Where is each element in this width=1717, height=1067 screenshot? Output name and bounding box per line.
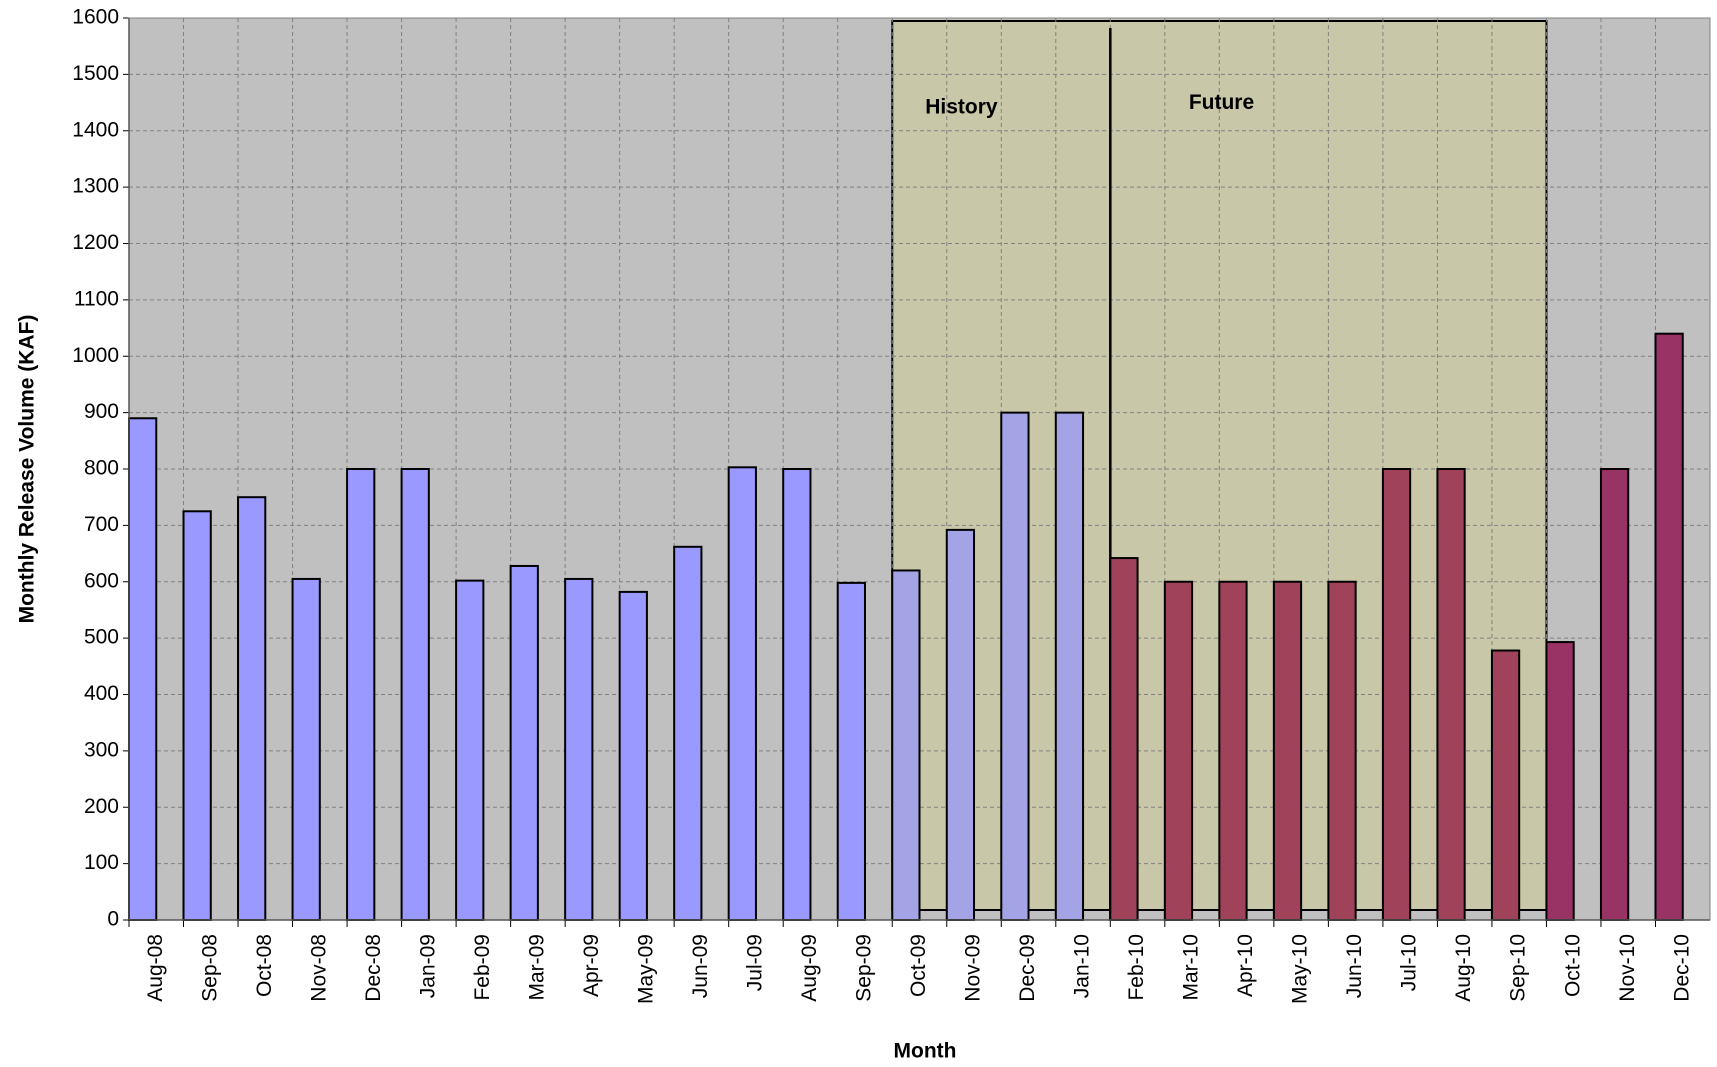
x-tick-label: Feb-09	[471, 934, 494, 1001]
x-tick-label: Aug-10	[1452, 934, 1475, 1002]
x-tick-label: Jan-09	[416, 934, 439, 998]
bar	[618, 590, 648, 922]
x-tick-label: Jun-10	[1343, 934, 1366, 998]
x-tick-label: Aug-09	[798, 934, 821, 1002]
bar	[673, 545, 703, 921]
bar	[1436, 468, 1466, 921]
y-tick-label: 600	[84, 569, 119, 592]
x-tick-label: Oct-08	[253, 934, 276, 997]
x-tick-label: Nov-09	[962, 934, 985, 1002]
bar	[291, 577, 321, 922]
x-tick-label: Aug-08	[144, 934, 167, 1002]
y-tick-label: 500	[84, 626, 119, 649]
y-tick-label: 1400	[72, 118, 119, 141]
x-tick-label: Dec-09	[1016, 934, 1039, 1002]
x-tick-label: Feb-10	[1125, 934, 1148, 1001]
y-tick-label: 1200	[72, 231, 119, 254]
bar	[727, 466, 757, 921]
x-tick-label: Nov-08	[307, 934, 330, 1002]
y-tick-label: 100	[84, 851, 119, 874]
x-tick-label: Nov-10	[1616, 934, 1639, 1002]
bar	[509, 564, 539, 922]
bar	[1000, 411, 1030, 921]
bar	[455, 579, 485, 921]
y-tick-label: 1000	[72, 344, 119, 367]
x-tick-label: Jun-09	[689, 934, 712, 998]
bar	[945, 528, 976, 921]
y-tick-label: 900	[84, 400, 119, 423]
bar	[1381, 468, 1412, 921]
bar	[237, 496, 267, 921]
bar	[1272, 580, 1303, 921]
bar	[1054, 411, 1085, 921]
x-tick-label: Oct-10	[1561, 934, 1584, 997]
x-tick-label: May-09	[634, 934, 657, 1004]
bar	[564, 577, 594, 922]
x-tick-label: Mar-10	[1180, 934, 1203, 1001]
x-tick-label: Sep-09	[853, 934, 876, 1002]
x-tick-label: Jan-10	[1071, 934, 1094, 998]
x-tick-label: Mar-09	[525, 934, 548, 1001]
x-tick-label: Dec-08	[362, 934, 385, 1002]
x-tick-label: Apr-09	[580, 934, 603, 997]
x-tick-label: Apr-10	[1234, 934, 1257, 997]
y-axis-label: Monthly Release Volume (KAF)	[16, 315, 39, 624]
bar	[1654, 332, 1684, 921]
bar	[1218, 580, 1248, 921]
x-tick-label: Dec-10	[1670, 934, 1693, 1002]
bar	[1599, 468, 1630, 921]
y-tick-label: 400	[84, 682, 119, 705]
x-axis-label: Month	[894, 1040, 957, 1063]
y-tick-label: 1600	[72, 6, 119, 29]
bar	[1490, 649, 1521, 922]
bar	[782, 468, 812, 921]
bar	[1163, 580, 1194, 921]
bar	[836, 581, 866, 921]
y-tick-label: 1500	[72, 62, 119, 85]
bar	[1109, 557, 1139, 921]
y-tick-label: 1100	[74, 287, 119, 310]
plot-border	[128, 17, 1711, 921]
y-tick-label: 300	[84, 738, 119, 761]
x-tick-label: May-10	[1289, 934, 1312, 1004]
y-tick-label: 0	[107, 908, 119, 931]
bar	[1545, 641, 1575, 921]
y-tick-label: 200	[84, 795, 119, 818]
x-tick-label: Sep-08	[198, 934, 221, 1002]
bar	[891, 569, 921, 921]
x-tick-label: Oct-09	[907, 934, 930, 997]
bar	[128, 417, 158, 921]
x-tick-label: Jul-10	[1398, 934, 1421, 991]
y-tick-label: 1300	[72, 175, 119, 198]
bar	[346, 468, 376, 921]
annotation: Future	[1189, 91, 1254, 114]
annotation: History	[925, 96, 998, 119]
bar	[182, 510, 212, 921]
x-tick-label: Jul-09	[743, 934, 766, 991]
bar	[400, 468, 430, 921]
x-tick-label: Sep-10	[1507, 934, 1530, 1002]
y-tick-label: 700	[84, 513, 119, 536]
bar	[1327, 580, 1357, 921]
y-tick-label: 800	[84, 457, 119, 480]
